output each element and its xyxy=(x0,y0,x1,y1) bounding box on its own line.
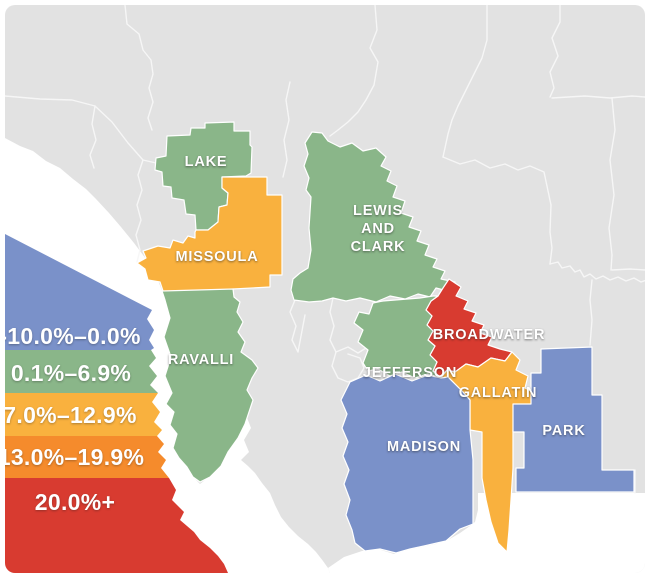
county-boundary-line xyxy=(289,299,306,353)
legend-label-red-range: 20.0%+ xyxy=(35,489,115,515)
county-label-lewis-and-clark-line2: AND xyxy=(361,221,395,237)
legend-band-red[interactable] xyxy=(5,478,228,573)
county-boundary-line xyxy=(549,5,561,98)
county-label-gallatin: GALLATIN xyxy=(459,385,538,401)
county-boundary-line xyxy=(329,297,337,353)
legend-label-green-range: 0.1%–6.9% xyxy=(11,360,131,386)
legend-band-green[interactable] xyxy=(5,350,158,393)
county-boundary-line xyxy=(442,5,488,158)
county-madison[interactable] xyxy=(340,373,474,554)
county-park[interactable] xyxy=(512,346,635,493)
legend-band-orange[interactable] xyxy=(5,436,169,478)
county-boundary-line xyxy=(331,351,365,383)
out-of-state-southeast xyxy=(478,493,645,573)
county-boundary-line xyxy=(551,95,645,99)
county-boundary-line xyxy=(611,268,645,271)
county-label-madison: MADISON xyxy=(387,439,461,455)
legend-label-orange-range: 13.0%–19.9% xyxy=(0,444,144,470)
legend-band-yellow[interactable] xyxy=(5,393,162,436)
county-boundary-line xyxy=(608,97,616,271)
county-boundary-line xyxy=(589,279,593,346)
county-label-missoula: MISSOULA xyxy=(176,249,259,265)
county-label-lewis-and-clark-line1: LEWIS xyxy=(353,203,403,219)
county-boundary-line xyxy=(442,156,552,206)
county-label-broadwater: BROADWATER xyxy=(433,327,545,343)
county-ravalli[interactable] xyxy=(161,288,259,483)
legend-band-blue[interactable] xyxy=(5,234,154,350)
county-boundary-line xyxy=(329,5,379,137)
county-boundary-line xyxy=(5,95,157,164)
county-boundary-line xyxy=(282,81,291,178)
county-boundary-line xyxy=(549,204,553,265)
county-boundary-line xyxy=(89,105,97,169)
county-label-lewis-and-clark-line3: CLARK xyxy=(351,239,406,255)
county-missoula[interactable] xyxy=(136,176,283,293)
legend-label-blue-range: -10.0%–0.0% xyxy=(0,323,141,349)
county-boundary-line xyxy=(124,5,154,131)
county-boundary-line xyxy=(135,159,144,263)
county-label-lake: LAKE xyxy=(185,154,228,170)
county-label-jefferson: JEFFERSON xyxy=(363,365,457,381)
county-label-ravalli: RAVALLI xyxy=(168,352,234,368)
legend-label-yellow-range: 7.0%–12.9% xyxy=(3,402,136,428)
out-of-state-south xyxy=(328,510,478,573)
county-label-park: PARK xyxy=(542,423,585,439)
county-boundary-line xyxy=(549,261,645,283)
